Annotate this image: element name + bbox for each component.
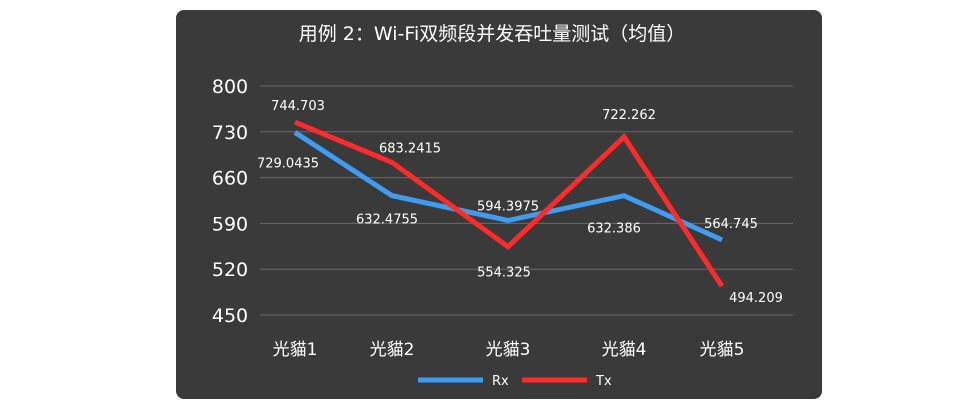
data-label-tx: 744.703: [271, 99, 325, 114]
grid: [260, 85, 793, 316]
data-label-rx: 729.0435: [257, 156, 319, 171]
x-tick-label: 光貓1: [273, 340, 318, 360]
data-label-rx: 632.4755: [356, 213, 418, 228]
x-tick-label: 光貓3: [486, 340, 531, 360]
data-label-rx: 594.3975: [477, 200, 539, 215]
data-label-tx: 494.209: [729, 291, 783, 306]
legend-label-rx: Rx: [492, 374, 509, 389]
data-label-tx: 554.325: [477, 266, 531, 281]
legend-label-tx: Tx: [595, 374, 612, 389]
y-tick-label: 660: [212, 168, 248, 190]
series-lines: [293, 119, 725, 288]
y-axis-ticks: 800 730 660 590 520 450: [212, 76, 248, 327]
x-tick-label: 光貓2: [370, 340, 415, 360]
chart-title: 用例 2：Wi-Fi双频段并发吞吐量测试（均值）: [299, 23, 685, 45]
y-tick-label: 520: [212, 259, 248, 281]
data-label-tx: 683.2415: [379, 141, 441, 156]
y-tick-label: 450: [212, 305, 248, 327]
data-label-rx: 632.386: [587, 222, 641, 237]
x-tick-label: 光貓5: [700, 340, 745, 360]
series-line-rx: [293, 130, 724, 243]
data-label-tx: 722.262: [602, 108, 656, 123]
y-tick-label: 730: [212, 122, 248, 144]
y-tick-label: 590: [212, 213, 248, 235]
legend: Rx Tx: [418, 374, 612, 389]
y-tick-label: 800: [212, 76, 248, 98]
x-axis-ticks: 光貓1 光貓2 光貓3 光貓4 光貓5: [273, 340, 745, 360]
series-line-tx: [294, 119, 725, 288]
chart-card: [176, 10, 822, 399]
x-tick-label: 光貓4: [602, 340, 647, 360]
data-label-rx: 564.745: [704, 217, 758, 232]
data-labels: 729.0435 632.4755 594.3975 632.386 564.745 74…: [257, 99, 783, 306]
